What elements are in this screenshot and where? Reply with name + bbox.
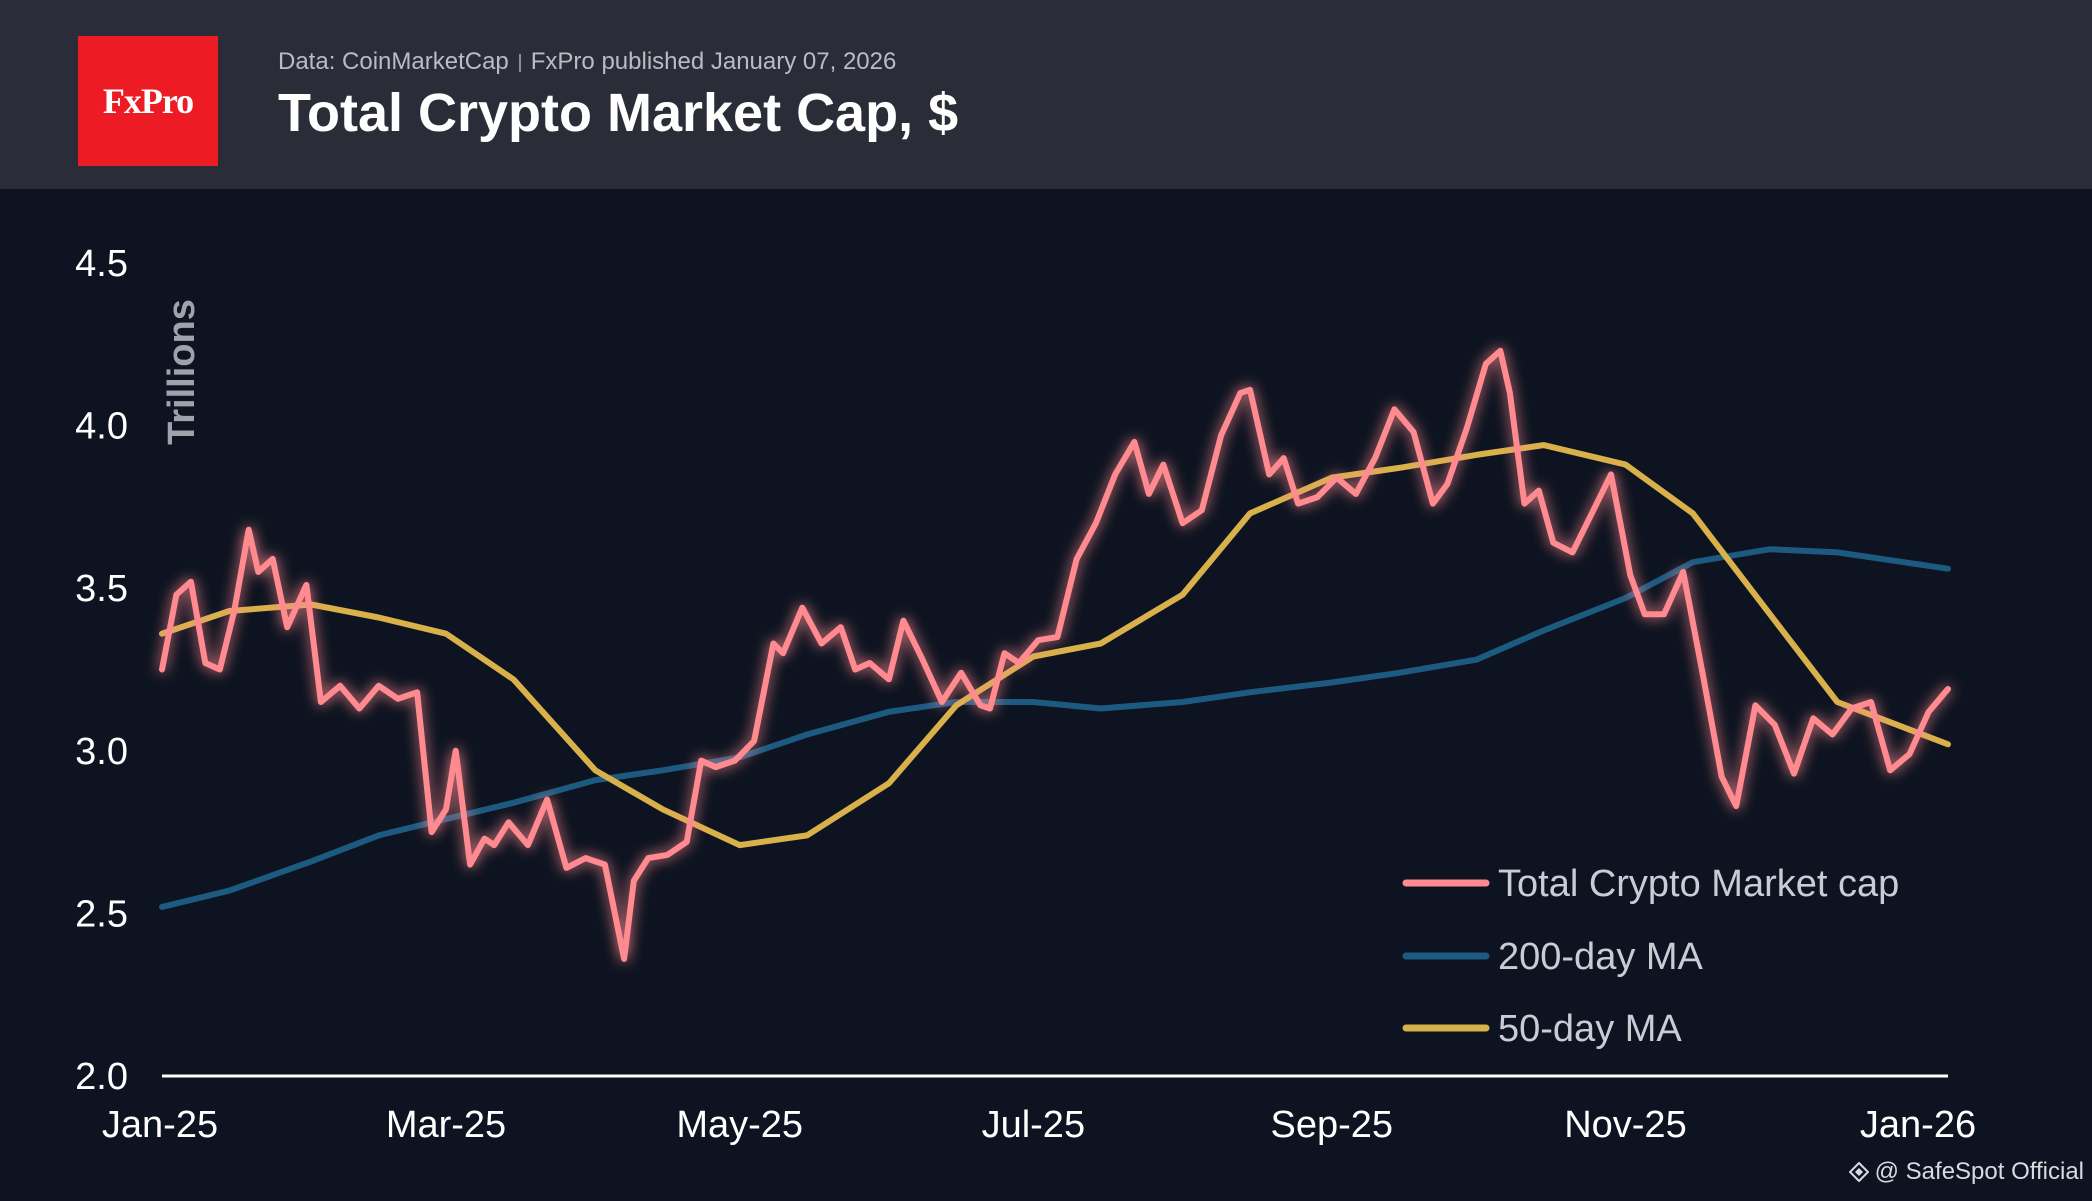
chart-title: Total Crypto Market Cap, $ bbox=[278, 82, 958, 144]
legend-label: 50-day MA bbox=[1498, 1008, 1682, 1050]
published-date: FxPro published January 07, 2026 bbox=[531, 48, 897, 75]
x-tick-label: Jan-25 bbox=[102, 1104, 218, 1146]
source-line: Data: CoinMarketCap FxPro published Janua… bbox=[278, 48, 896, 76]
x-tick-label: Mar-25 bbox=[386, 1104, 506, 1146]
logo-text: FxPro bbox=[103, 80, 193, 122]
legend-label: Total Crypto Market cap bbox=[1498, 863, 1899, 905]
watermark-text: @ SafeSpot Official bbox=[1875, 1158, 2084, 1186]
legend-label: 200-day MA bbox=[1498, 936, 1704, 978]
y-tick-label: 4.5 bbox=[75, 243, 128, 285]
y-tick-label: 2.0 bbox=[75, 1056, 128, 1098]
x-tick-label: Jan-26 bbox=[1860, 1104, 1976, 1146]
x-tick-label: Nov-25 bbox=[1564, 1104, 1687, 1146]
legend: Total Crypto Market cap 200-day MA 50-day … bbox=[1406, 863, 1899, 1050]
x-tick-label: May-25 bbox=[676, 1104, 803, 1146]
fxpro-logo: FxPro bbox=[78, 36, 218, 166]
data-source: Data: CoinMarketCap bbox=[278, 48, 509, 75]
header-bar: FxPro Data: CoinMarketCap FxPro published… bbox=[0, 0, 2092, 189]
x-tick-label: Sep-25 bbox=[1271, 1104, 1394, 1146]
watermark: @ SafeSpot Official bbox=[1849, 1158, 2084, 1186]
separator bbox=[519, 54, 521, 72]
y-axis-label: Trillions bbox=[161, 299, 203, 445]
series-line-ma50 bbox=[162, 445, 1948, 845]
y-tick-label: 4.0 bbox=[75, 406, 128, 448]
line-chart: 2.0 2.5 3.0 3.5 4.0 4.5 Jan-25 Mar-25 May-25 Jul-… bbox=[0, 189, 2092, 1196]
y-tick-label: 3.0 bbox=[75, 731, 128, 773]
chart-area: 2.0 2.5 3.0 3.5 4.0 4.5 Jan-25 Mar-25 May-25 Jul-… bbox=[0, 189, 2092, 1196]
x-tick-label: Jul-25 bbox=[982, 1104, 1086, 1146]
y-tick-label: 2.5 bbox=[75, 893, 128, 935]
diamond-logo-icon bbox=[1849, 1162, 1869, 1182]
series-line-ma200 bbox=[162, 549, 1948, 907]
y-tick-label: 3.5 bbox=[75, 568, 128, 610]
